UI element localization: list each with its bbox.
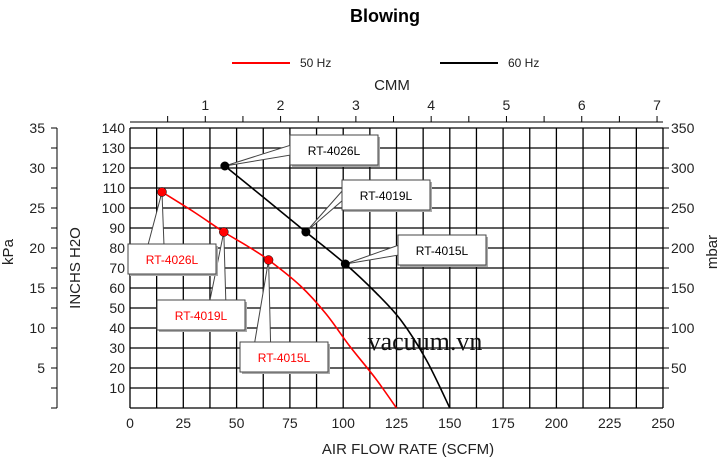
x-tick-label: 25	[176, 415, 192, 431]
y-tick-label: 50	[109, 300, 125, 316]
callout-box	[397, 234, 487, 266]
x-tick-label: 175	[491, 415, 515, 431]
x-tick-label: 100	[332, 415, 356, 431]
mbar-tick-label: 300	[671, 160, 695, 176]
data-point	[219, 227, 229, 237]
cmm-tick-label: 7	[653, 97, 661, 113]
mbar-tick-label: 50	[671, 360, 687, 376]
mbar-tick-label: 350	[671, 120, 695, 136]
callout-label: RT-4026L	[146, 253, 199, 267]
mbar-tick-label: 250	[671, 200, 695, 216]
y-tick-label: 30	[109, 340, 125, 356]
y-tick-label: 40	[109, 320, 125, 336]
y-tick-label: 10	[109, 380, 125, 396]
cmm-tick-label: 5	[503, 97, 511, 113]
x-tick-label: 250	[651, 415, 675, 431]
cmm-axis-label: CMM	[374, 77, 410, 94]
cmm-tick-label: 4	[427, 97, 435, 113]
x-tick-label: 0	[126, 415, 134, 431]
kpa-tick-label: 35	[29, 120, 45, 136]
callout-box	[127, 243, 217, 275]
x-tick-label: 150	[438, 415, 462, 431]
mbar-tick-label: 100	[671, 320, 695, 336]
kpa-axis-label: kPa	[0, 238, 17, 265]
data-point	[340, 259, 350, 269]
data-point	[301, 227, 311, 237]
data-point	[220, 161, 230, 171]
x-axis-label: AIR FLOW RATE (SCFM)	[322, 441, 494, 458]
x-tick-label: 225	[598, 415, 622, 431]
cmm-tick-label: 6	[578, 97, 586, 113]
callout-box	[239, 341, 329, 373]
y-tick-label: 120	[102, 160, 126, 176]
kpa-tick-label: 15	[29, 280, 45, 296]
callout-box	[156, 299, 246, 331]
cmm-tick-label: 1	[201, 97, 209, 113]
callout-pointer	[305, 188, 344, 233]
data-point	[263, 255, 274, 265]
callout-pointer	[253, 259, 272, 344]
callout-label: RT-4026L	[308, 144, 361, 158]
y-tick-label: 100	[102, 200, 126, 216]
kpa-tick-label: 20	[29, 240, 45, 256]
kpa-tick-label: 10	[29, 320, 45, 336]
legend-label: 60 Hz	[508, 56, 539, 70]
cmm-tick-label: 2	[277, 97, 285, 113]
callout-box	[341, 179, 431, 211]
y-tick-label: 140	[102, 120, 126, 136]
y-tick-label: 20	[109, 360, 125, 376]
watermark: vacuum.vn	[368, 327, 483, 356]
kpa-tick-label: 30	[29, 160, 45, 176]
y-tick-label: 130	[102, 140, 126, 156]
callout-pointer	[147, 191, 165, 246]
kpa-tick-label: 25	[29, 200, 45, 216]
kpa-tick-label: 5	[37, 360, 45, 376]
chart-title: Blowing	[350, 6, 420, 26]
cmm-tick-label: 3	[352, 97, 360, 113]
y-tick-label: 90	[109, 220, 125, 236]
mbar-axis-label: mbar	[704, 235, 720, 269]
x-tick-label: 200	[545, 415, 569, 431]
x-tick-label: 125	[385, 415, 409, 431]
x-tick-label: 50	[229, 415, 245, 431]
y-tick-label: 60	[109, 280, 125, 296]
y-tick-label: 70	[109, 260, 125, 276]
legend-label: 50 Hz	[300, 56, 331, 70]
y-tick-label: 80	[109, 240, 125, 256]
callout-label: RT-4015L	[258, 351, 311, 365]
x-tick-label: 75	[282, 415, 298, 431]
y-tick-label: 110	[103, 180, 126, 196]
series-line-60hz	[224, 165, 451, 409]
callout-label: RT-4015L	[416, 244, 469, 258]
mbar-tick-label: 150	[671, 280, 695, 296]
callout-label: RT-4019L	[175, 309, 228, 323]
series-line-50hz	[161, 191, 398, 409]
data-point	[157, 187, 167, 197]
y-axis-label: INCHS H2O	[67, 227, 84, 309]
callout-box	[289, 134, 379, 166]
callout-label: RT-4019L	[360, 189, 413, 203]
mbar-tick-label: 200	[671, 240, 695, 256]
